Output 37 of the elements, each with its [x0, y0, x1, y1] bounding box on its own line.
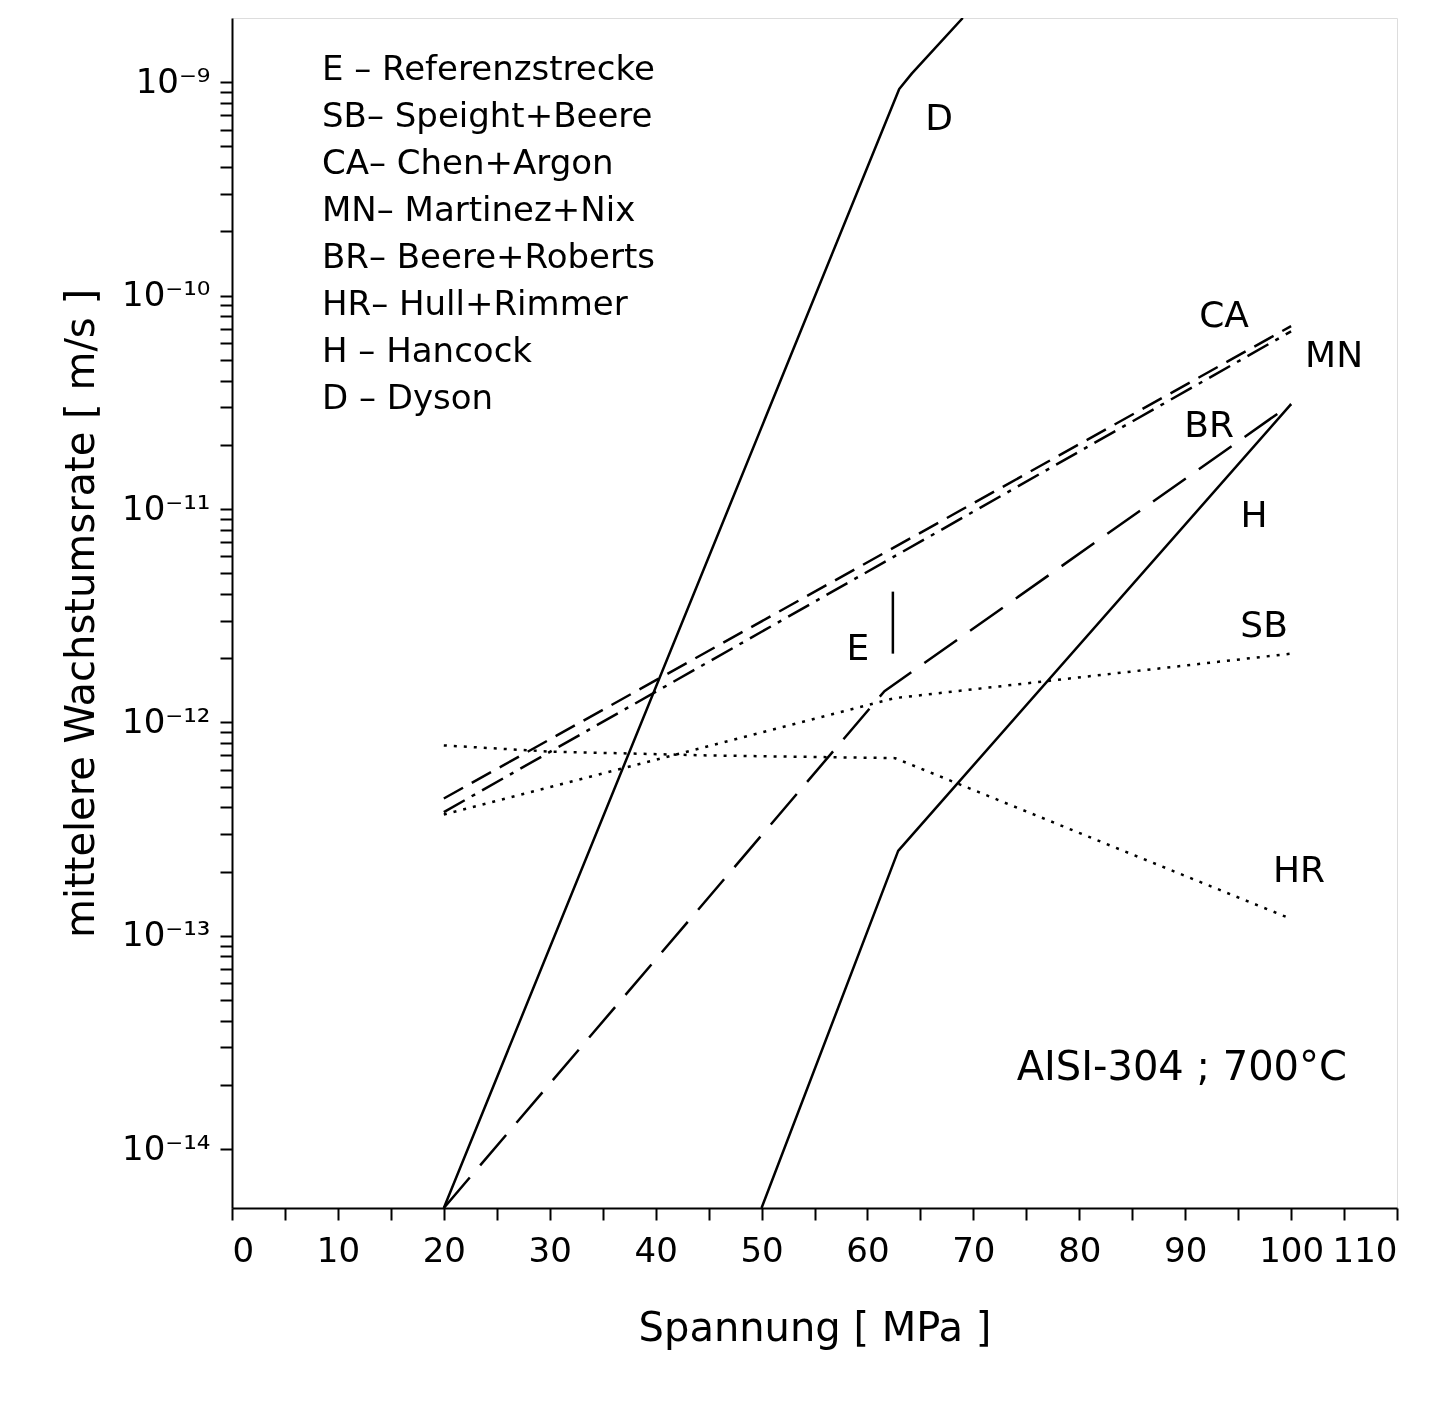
series-label: D	[925, 96, 954, 138]
annotation: CA– Chen+Argon	[322, 142, 614, 182]
series-label: MN	[1305, 334, 1364, 376]
y-tick-label: 10⁻⁹	[135, 60, 211, 101]
x-tick-label: 90	[1164, 1229, 1208, 1270]
x-tick-label: 40	[634, 1229, 678, 1270]
x-tick-label: 60	[846, 1229, 890, 1270]
x-tick-label: 100	[1259, 1229, 1325, 1270]
annotation: BR– Beere+Roberts	[322, 236, 655, 276]
annotation: D – Dyson	[322, 377, 494, 417]
annotation: HR– Hull+Rimmer	[322, 283, 628, 323]
series-label: BR	[1184, 404, 1234, 446]
series-label: SB	[1240, 603, 1288, 645]
x-tick-label: 0	[232, 1229, 255, 1270]
annotation: SB– Speight+Beere	[322, 95, 653, 135]
annotation: E – Referenzstrecke	[322, 48, 655, 88]
x-tick-label: 80	[1058, 1229, 1102, 1270]
y-tick-label: 10⁻¹⁴	[122, 1127, 211, 1168]
series-label: H	[1240, 494, 1268, 536]
x-tick-label: 70	[952, 1229, 996, 1270]
x-tick-label: 10	[316, 1229, 361, 1270]
y-axis-title: mittelere Wachstumsrate [ m/s ]	[57, 288, 104, 939]
annotation: H – Hancock	[322, 330, 533, 370]
x-tick-label: 50	[740, 1229, 784, 1270]
x-tick-label: 20	[422, 1229, 466, 1270]
y-tick-label: 10⁻¹³	[122, 914, 211, 955]
x-axis-title: Spannung [ MPa ]	[638, 1303, 992, 1350]
annotation: MN– Martinez+Nix	[322, 189, 636, 229]
x-tick-label: 30	[528, 1229, 572, 1270]
annotation: AISI-304 ; 700°C	[1016, 1043, 1347, 1089]
y-tick-label: 10⁻¹¹	[122, 487, 211, 528]
series-label: E	[846, 626, 870, 668]
series-label: CA	[1199, 294, 1250, 336]
y-tick-label: 10⁻¹²	[122, 700, 211, 741]
series-label: HR	[1273, 848, 1326, 890]
y-tick-label: 10⁻¹⁰	[122, 274, 211, 315]
x-tick-label: 110	[1332, 1229, 1398, 1270]
